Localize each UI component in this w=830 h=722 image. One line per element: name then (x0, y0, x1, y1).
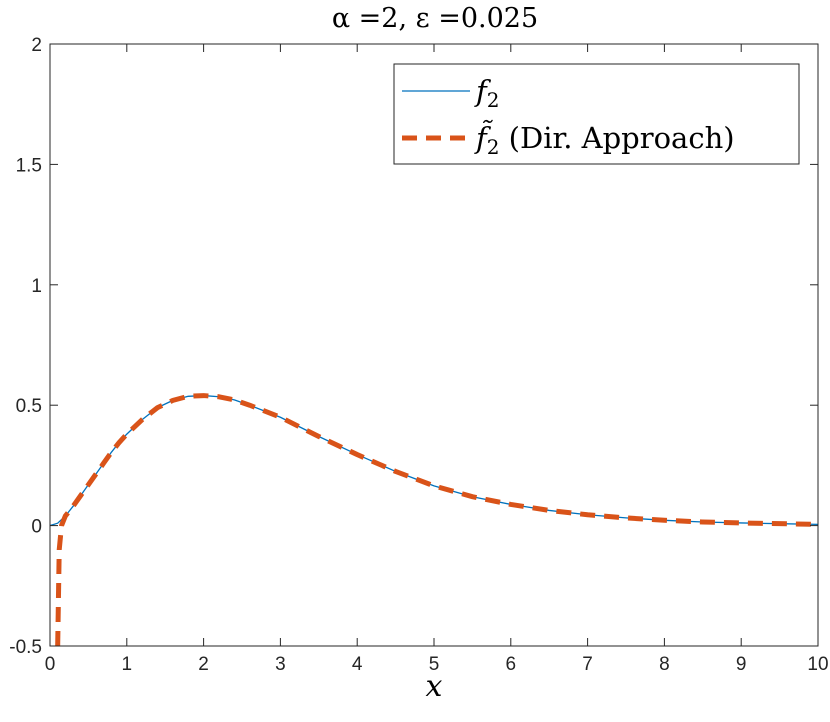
y-tick-label: 1 (31, 276, 42, 297)
y-tick-label: 2 (31, 35, 42, 56)
y-tick-label: -0.5 (9, 637, 42, 658)
y-tick-label: 1.5 (16, 155, 42, 176)
x-tick-label: 6 (506, 654, 517, 675)
series-layer (50, 393, 818, 646)
x-tick-label: 3 (275, 654, 286, 675)
x-tick-label: 9 (736, 654, 747, 675)
y-axis: -0.5 0 0.5 1 1.5 2 (9, 35, 818, 658)
y-tick-label: 0.5 (16, 396, 42, 417)
chart-title: α =2, ε =0.025 (332, 3, 538, 34)
x-tick-label: 7 (582, 654, 593, 675)
legend-label-2: f̃2 (Dir. Approach) (474, 120, 735, 159)
x-tick-label: 2 (198, 654, 209, 675)
series-line-2 (55, 393, 818, 646)
x-tick-label: 0 (45, 654, 56, 675)
x-tick-label: 4 (352, 654, 363, 675)
legend-box (393, 63, 800, 165)
x-tick-label: 10 (807, 654, 828, 675)
legend: f2f̃2 (Dir. Approach) (393, 63, 800, 165)
x-tick-label: 8 (659, 654, 670, 675)
x-axis-label: x (426, 669, 443, 704)
x-axis: 0 1 2 3 4 5 6 7 8 9 10 (45, 44, 829, 675)
x-tick-label: 5 (429, 654, 440, 675)
x-tick-label: 1 (122, 654, 133, 675)
y-tick-label: 0 (31, 517, 42, 538)
